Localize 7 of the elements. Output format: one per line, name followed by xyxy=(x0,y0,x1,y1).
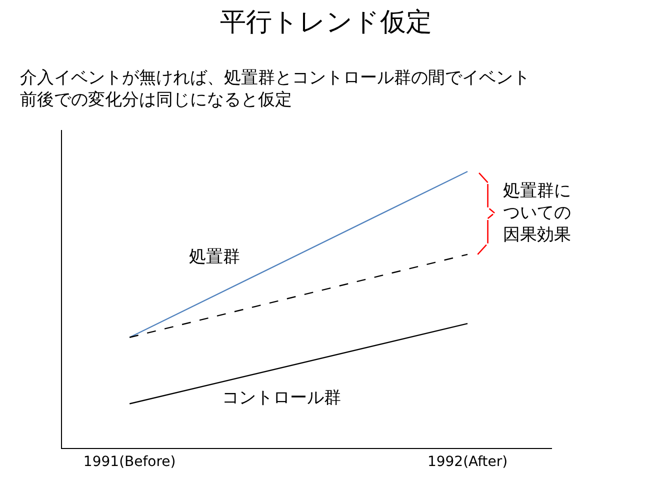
annotation: 処置群についての因果効果 xyxy=(503,181,571,246)
chart-title: 平行トレンド仮定 xyxy=(220,7,432,38)
chart-subtitle: 介入イベントが無ければ、処置群とコントロール群の間でイベント前後での変化分は同じになると仮定 xyxy=(20,68,530,110)
x-tick-label: 1992(After) xyxy=(427,454,508,470)
x-tick-label: 1991(Before) xyxy=(83,454,176,470)
series-label: コントロール群 xyxy=(222,388,341,408)
series-label: 処置群 xyxy=(189,247,240,267)
